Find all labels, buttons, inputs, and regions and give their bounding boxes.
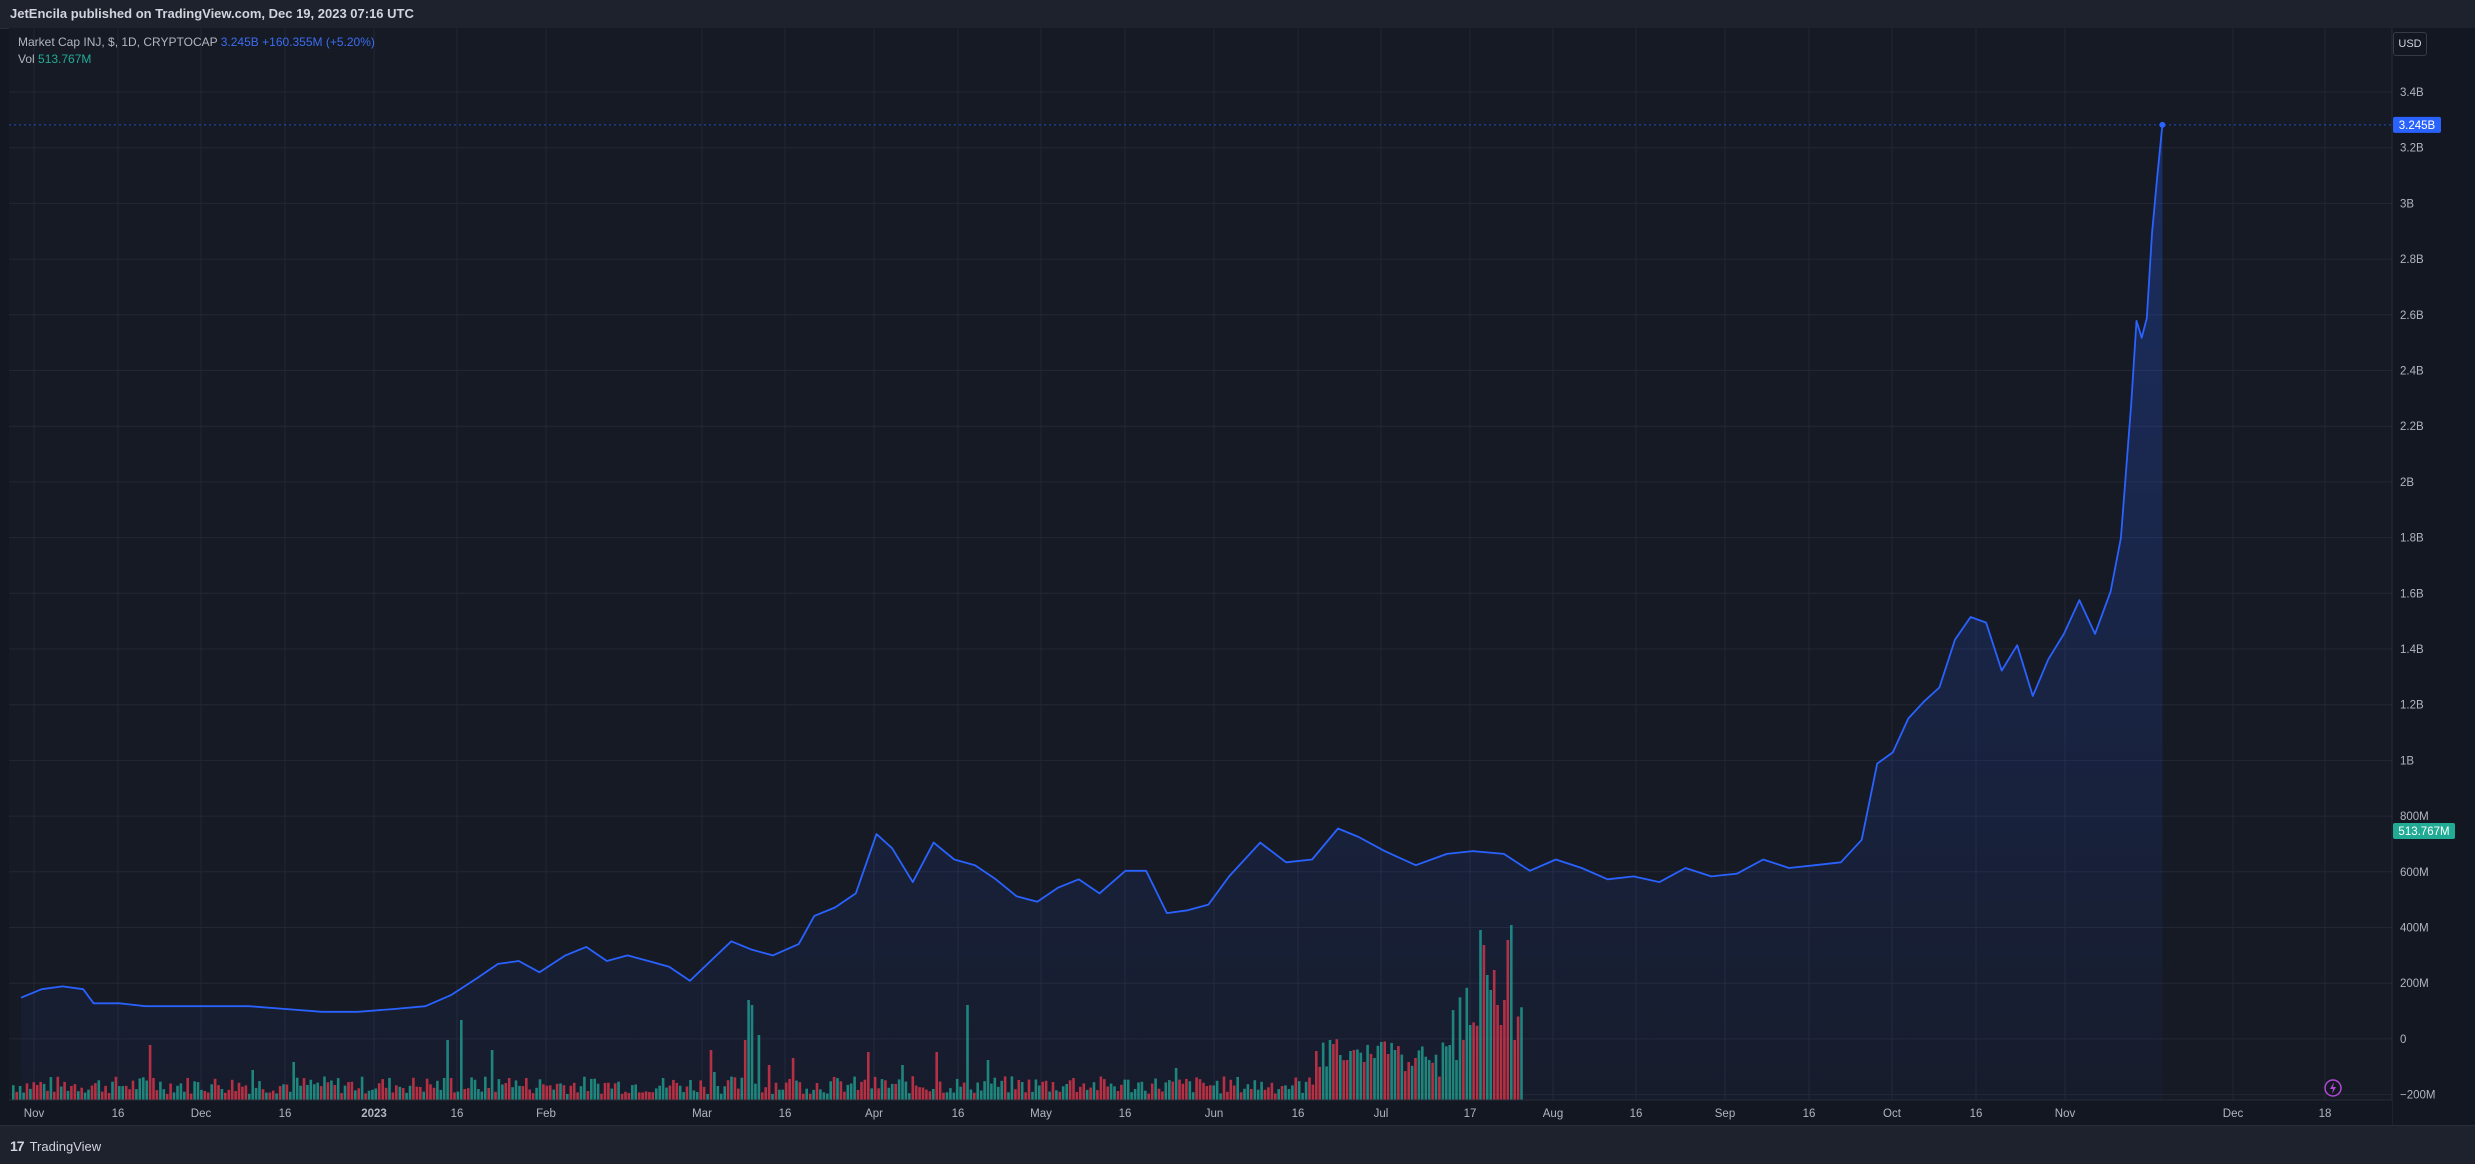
x-tick-label: Nov [24,1108,45,1120]
x-tick-label: Jul [1374,1108,1389,1120]
publish-info: JetEncila published on TradingView.com, … [10,6,414,21]
x-tick-label: Apr [865,1108,883,1120]
x-tick-label: 17 [1464,1108,1477,1120]
y-tick-label: 1B [2400,755,2414,767]
x-tick-label: 16 [279,1108,292,1120]
y-tick-label: 200M [2400,978,2429,990]
y-tick-label: 400M [2400,923,2429,935]
footer: 17 TradingView [0,1125,2475,1164]
x-tick-label: 16 [1292,1108,1305,1120]
chart-legend: Market Cap INJ, $, 1D, CRYPTOCAP 3.245B … [18,34,375,68]
x-tick-label: 16 [1630,1108,1643,1120]
tradingview-logo[interactable]: 17 TradingView [10,1138,101,1154]
x-tick-label: 18 [2319,1108,2332,1120]
y-tick-label: 1.2B [2400,700,2424,712]
tradingview-logo-text: TradingView [29,1138,102,1154]
last-price-dot [2159,121,2166,128]
x-tick-label: Dec [191,1108,212,1120]
y-tick-label: 2.2B [2400,421,2424,433]
x-tick-label: May [1030,1108,1052,1120]
y-tick-label: 600M [2400,867,2429,879]
price-area [21,124,2163,1100]
x-tick-label: Oct [1883,1108,1902,1120]
legend-symbol[interactable]: Market Cap INJ, $, 1D, CRYPTOCAP [18,35,218,49]
y-tick-label: 0 [2400,1034,2406,1046]
price-axis-bg [2392,28,2475,1125]
price-line-layer [20,124,2164,1013]
price-badge [2393,116,2441,133]
time-axis[interactable]: Nov 16 Dec 16 2023 16 Feb Mar 16 Apr 16 May 16 Jun 16 J… [9,1099,2392,1125]
y-tick-label: 3B [2400,198,2414,210]
tradingview-logo-icon: 17 [10,1138,25,1154]
legend-price: 3.245B [220,35,259,49]
x-tick-label: Mar [692,1108,712,1120]
volume-badge [2393,823,2455,839]
x-tick-label: 16 [1970,1108,1983,1120]
x-tick-label: Jun [1205,1108,1224,1120]
currency-button[interactable]: USD [2393,32,2427,56]
x-tick-label: 16 [779,1108,792,1120]
y-tick-label: 1.8B [2400,533,2424,545]
x-tick-label: 16 [1119,1108,1132,1120]
price-axis[interactable]: 3.4B 3.2B 3B 2.8B 2.6B 2.4B 2.2B 2B 1.8B 1.6B 1.4B… [2391,28,2475,1125]
x-tick-label: Dec [2223,1108,2244,1120]
y-tick-label: 2B [2400,477,2414,489]
price-badge-text: 3.245B [2399,120,2436,132]
volume-bar [12,1085,15,1100]
y-tick-label: 1.6B [2400,588,2424,600]
volume-bar [15,1091,18,1100]
x-tick-label: 2023 [361,1108,387,1120]
legend-vol-value: 513.767M [38,52,92,66]
y-tick-label: −200M [2400,1090,2435,1102]
y-tick-label: 2.6B [2400,310,2424,322]
y-tick-label: 3.4B [2400,87,2424,99]
price-area-fill [21,124,2163,1100]
x-tick-label: Nov [2055,1108,2076,1120]
x-tick-label: 16 [952,1108,965,1120]
x-tick-label: 16 [1803,1108,1816,1120]
y-tick-label: 2.8B [2400,254,2424,266]
x-tick-label: 16 [112,1108,125,1120]
chart-svg[interactable]: 3.4B 3.2B 3B 2.8B 2.6B 2.4B 2.2B 2B 1.8B 1.6B 1.4B… [0,0,2475,1125]
time-axis-bg [9,1100,2392,1125]
lightning-icon-glyph [2330,1082,2336,1094]
x-tick-label: 16 [451,1108,464,1120]
axis-badges: 3.245B 513.767M [9,116,2455,1097]
y-tick-label: 3.2B [2400,143,2424,155]
x-tick-label: Aug [1543,1108,1563,1120]
volume-bar [18,1086,22,1100]
volume-badge-text: 513.767M [2398,826,2449,838]
legend-vol-label[interactable]: Vol [18,52,35,66]
x-tick-label: Sep [1715,1108,1735,1120]
legend-main-row: Market Cap INJ, $, 1D, CRYPTOCAP 3.245B … [18,34,375,51]
legend-volume-row: Vol 513.767M [18,51,375,68]
y-tick-label: 800M [2400,811,2429,823]
price-line [20,124,2164,1013]
y-tick-label: 2.4B [2400,366,2424,378]
y-tick-label: 1.4B [2400,644,2424,656]
x-tick-label: Feb [536,1108,556,1120]
legend-change: +160.355M (+5.20%) [262,35,375,49]
